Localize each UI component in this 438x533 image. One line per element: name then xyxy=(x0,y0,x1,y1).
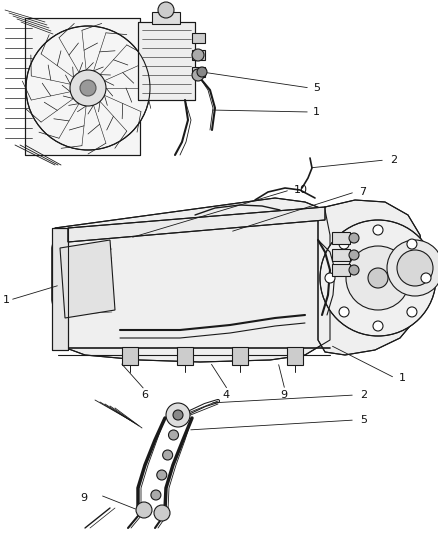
Text: 1: 1 xyxy=(3,295,10,305)
Circle shape xyxy=(70,70,106,106)
Text: 7: 7 xyxy=(359,187,366,197)
Text: 5: 5 xyxy=(360,415,367,425)
Circle shape xyxy=(166,403,190,427)
Circle shape xyxy=(173,410,183,420)
Polygon shape xyxy=(177,347,193,365)
Circle shape xyxy=(349,233,359,243)
Polygon shape xyxy=(122,347,138,365)
Circle shape xyxy=(136,502,152,518)
Polygon shape xyxy=(52,198,330,362)
Polygon shape xyxy=(232,347,248,365)
Text: 4: 4 xyxy=(222,390,229,400)
Text: 6: 6 xyxy=(141,390,148,400)
Text: 2: 2 xyxy=(360,390,367,400)
Text: 10: 10 xyxy=(294,185,308,195)
Circle shape xyxy=(373,225,383,235)
Text: 9: 9 xyxy=(80,493,87,503)
Circle shape xyxy=(26,26,150,150)
Text: 5: 5 xyxy=(313,83,320,93)
Polygon shape xyxy=(152,12,180,24)
Polygon shape xyxy=(318,200,425,355)
Circle shape xyxy=(158,2,174,18)
Circle shape xyxy=(162,450,173,460)
Polygon shape xyxy=(287,347,303,365)
Circle shape xyxy=(325,273,335,283)
Circle shape xyxy=(407,239,417,249)
Circle shape xyxy=(339,307,349,317)
Circle shape xyxy=(339,239,349,249)
Circle shape xyxy=(151,490,161,500)
Circle shape xyxy=(197,67,207,77)
Polygon shape xyxy=(25,18,140,155)
Circle shape xyxy=(373,321,383,331)
Polygon shape xyxy=(332,249,350,261)
Polygon shape xyxy=(332,232,350,244)
Circle shape xyxy=(320,220,436,336)
Polygon shape xyxy=(138,22,195,100)
Circle shape xyxy=(349,250,359,260)
Circle shape xyxy=(387,240,438,296)
Text: 2: 2 xyxy=(390,155,397,165)
Polygon shape xyxy=(192,67,205,77)
Polygon shape xyxy=(60,240,115,318)
Circle shape xyxy=(169,430,179,440)
Polygon shape xyxy=(192,33,205,43)
Text: 1: 1 xyxy=(313,107,320,117)
Circle shape xyxy=(349,265,359,275)
Circle shape xyxy=(346,246,410,310)
Text: 9: 9 xyxy=(280,390,287,400)
Circle shape xyxy=(397,250,433,286)
Circle shape xyxy=(157,470,167,480)
Circle shape xyxy=(192,69,204,81)
Polygon shape xyxy=(192,50,205,60)
Text: 1: 1 xyxy=(399,373,406,383)
Circle shape xyxy=(154,505,170,521)
Polygon shape xyxy=(68,207,325,242)
Polygon shape xyxy=(52,228,68,350)
Circle shape xyxy=(80,80,96,96)
Circle shape xyxy=(368,268,388,288)
Polygon shape xyxy=(332,264,350,276)
Circle shape xyxy=(192,49,204,61)
Circle shape xyxy=(421,273,431,283)
Circle shape xyxy=(407,307,417,317)
